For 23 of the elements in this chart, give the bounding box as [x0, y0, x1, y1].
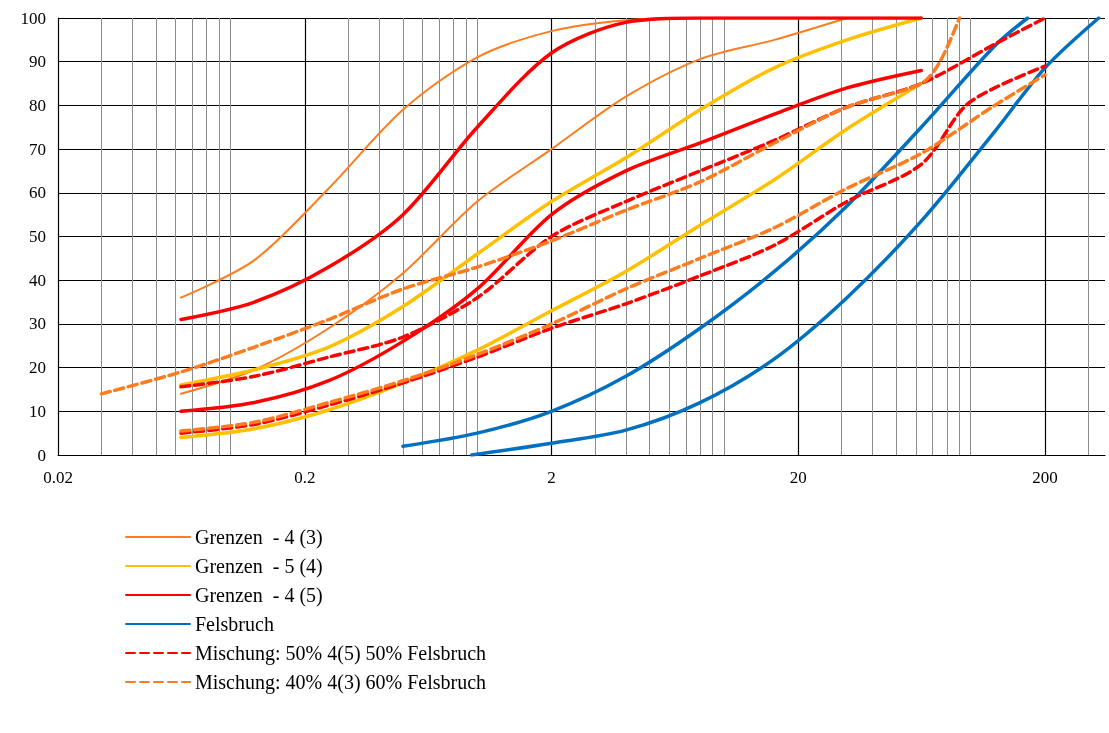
legend-label: Felsbruch — [195, 613, 274, 635]
x-tick-label: 0.2 — [294, 468, 316, 487]
y-tick-label: 40 — [29, 270, 46, 290]
y-tick-label: 90 — [29, 52, 46, 72]
y-tick-label: 80 — [29, 95, 46, 115]
line-series — [179, 16, 923, 322]
y-tick-label: 50 — [29, 227, 46, 246]
x-tick-label: 0.02 — [43, 468, 73, 487]
y-tick-label: 0 — [37, 445, 46, 465]
y-tick-label: 10 — [29, 401, 46, 421]
legend-label: Grenzen - 4 (5) — [195, 584, 323, 607]
y-tick-label: 100 — [20, 8, 46, 28]
legend-label: Mischung: 40% 4(3) 60% Felsbruch — [195, 671, 487, 694]
legend-label: Grenzen - 4 (3) — [195, 526, 323, 549]
x-tick-label: 20 — [789, 468, 807, 487]
legend-label: Mischung: 50% 4(5) 50% Felsbruch — [195, 642, 487, 665]
y-tick-label: 70 — [29, 139, 46, 159]
y-tick-label: 20 — [29, 358, 46, 378]
legend-label: Grenzen - 5 (4) — [195, 555, 323, 578]
y-tick-label: 30 — [29, 314, 46, 334]
y-tick-label: 60 — [29, 183, 46, 203]
x-tick-label: 200 — [1032, 468, 1058, 487]
x-tick-label: 2 — [547, 468, 556, 487]
